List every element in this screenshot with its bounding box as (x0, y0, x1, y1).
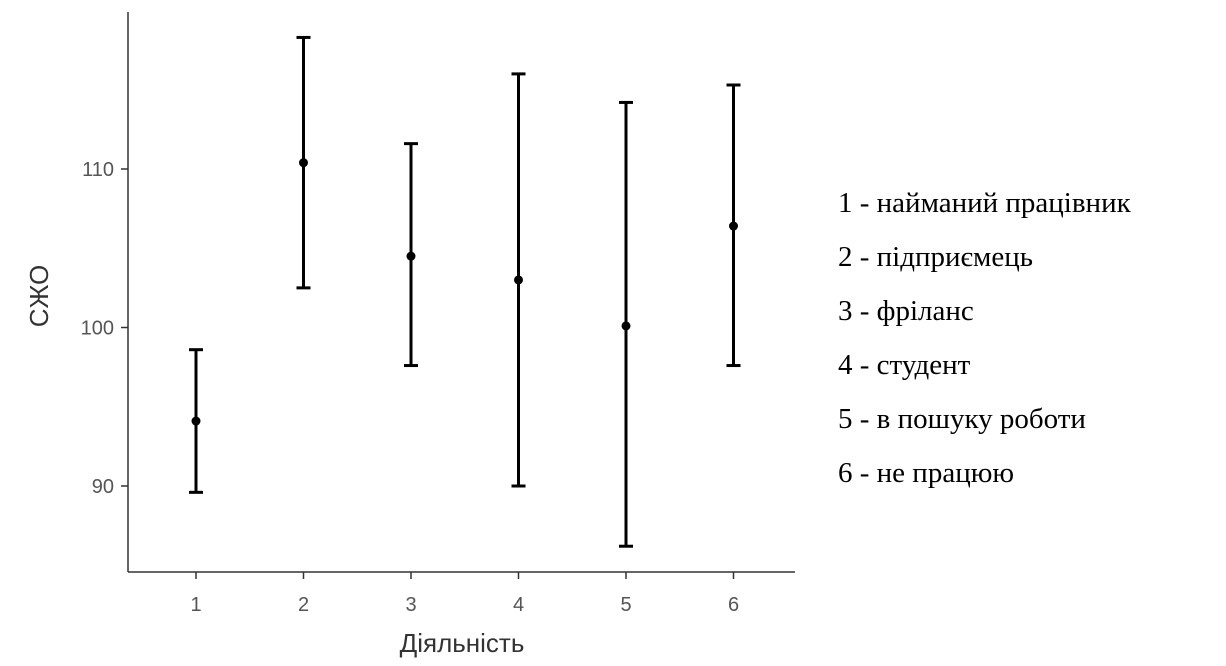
mean-point (621, 321, 631, 331)
x-tick-label: 6 (728, 594, 739, 616)
chart: 90 100 110 1 2 3 4 5 6 Діяльність СЖО (24, 12, 795, 658)
mean-point (299, 158, 308, 168)
mean-point (514, 275, 523, 285)
legend-item: 1 - найманий працівник (838, 187, 1131, 219)
x-tick-label: 2 (298, 594, 309, 616)
mean-point (406, 251, 416, 261)
mean-point (729, 221, 738, 231)
y-tick-label: 110 (82, 159, 114, 181)
x-ticks: 1 2 3 4 5 6 (190, 572, 739, 616)
legend-item: 6 - не працюю (838, 457, 1015, 489)
legend-item: 4 - студент (838, 349, 971, 381)
x-tick-label: 4 (513, 594, 524, 616)
x-tick-label: 5 (620, 594, 631, 616)
legend-item: 3 - фріланс (838, 295, 974, 327)
x-tick-label: 1 (190, 594, 201, 616)
y-axis-title: СЖО (24, 265, 54, 327)
y-ticks: 90 100 110 (81, 159, 128, 498)
legend-item: 5 - в пошуку роботи (838, 403, 1086, 435)
y-tick-label: 90 (92, 476, 114, 498)
legend-item: 2 - підприємець (838, 241, 1033, 273)
x-axis-title: Діяльність (400, 628, 525, 658)
mean-point (191, 416, 201, 426)
x-tick-label: 3 (405, 594, 416, 616)
y-tick-label: 100 (81, 318, 114, 340)
legend: 1 - найманий працівник 2 - підприємець 3… (838, 176, 1131, 500)
error-bars (189, 35, 741, 548)
